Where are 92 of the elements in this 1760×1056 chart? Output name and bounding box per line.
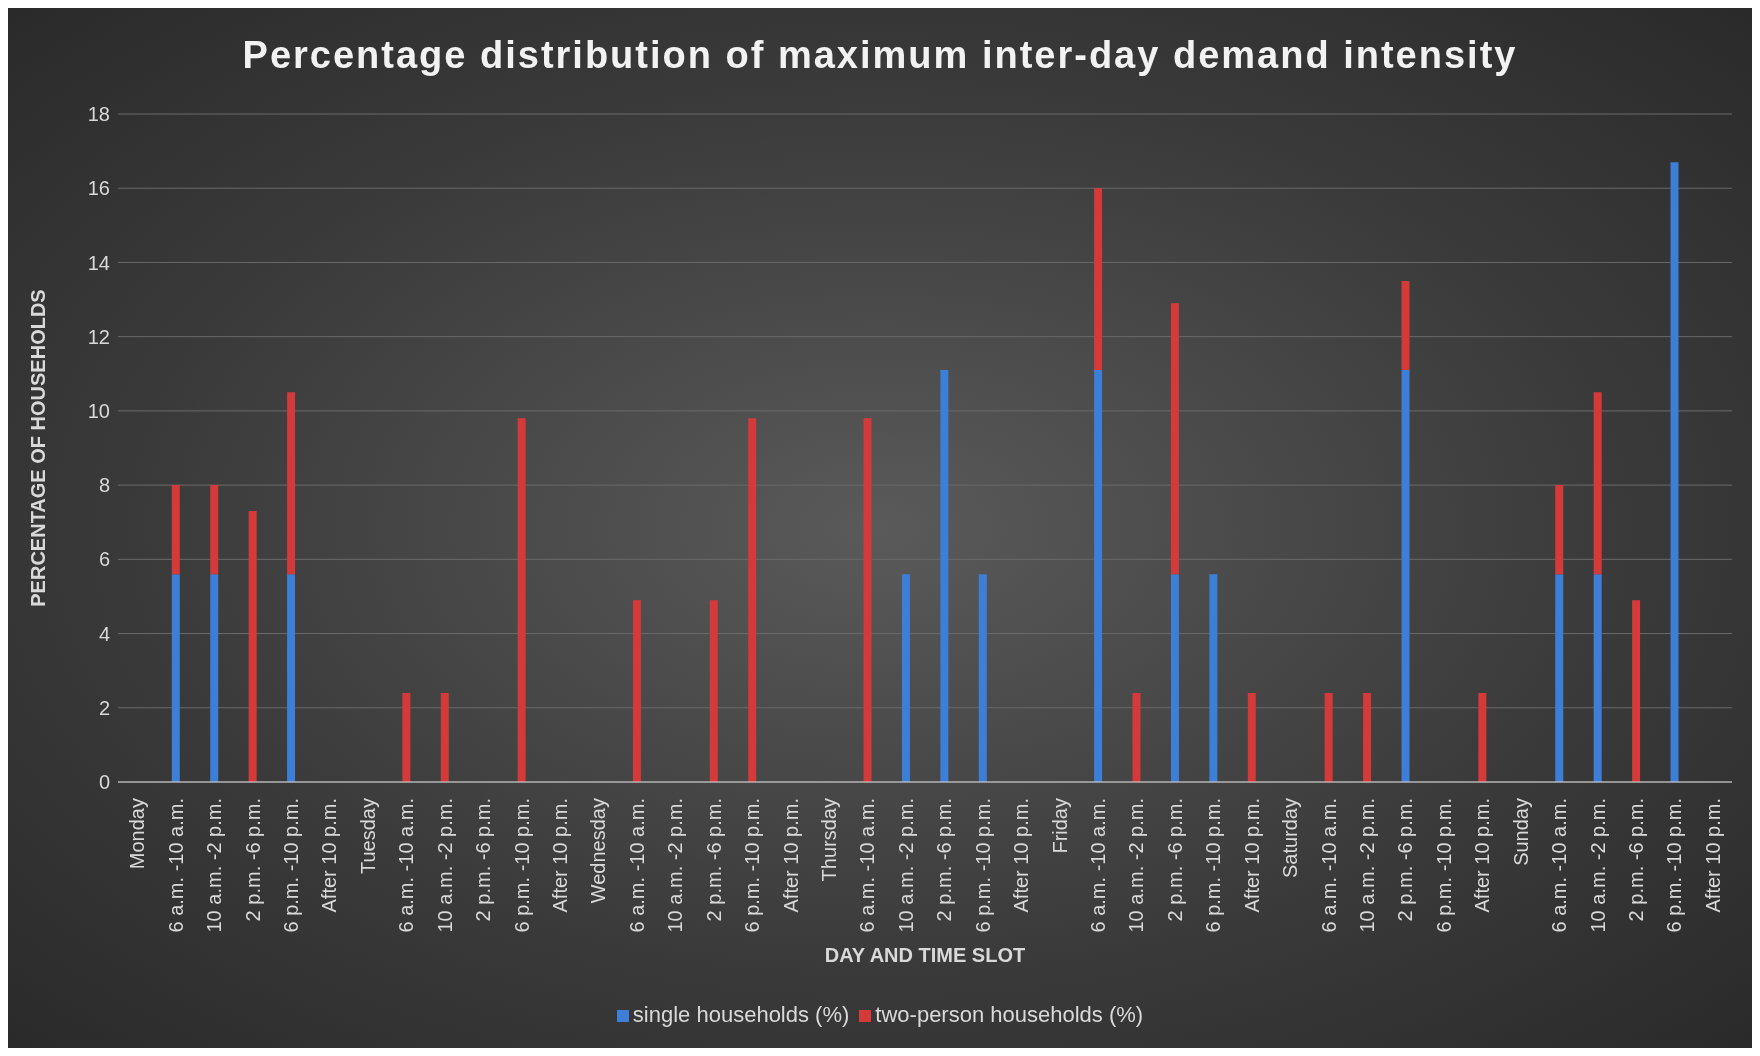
bar [863,418,872,782]
x-tick-label: 6 a.m. -10 a.m. [625,798,648,933]
x-tick-label: 6 a.m. -10 a.m. [164,798,187,933]
x-tick-label: 2 p.m. -6 p.m. [1394,798,1417,922]
y-tick-label: 18 [87,103,110,126]
bar [402,692,411,782]
x-tick-label: Tuesday [356,798,379,874]
x-tick-label: After 10 p.m. [318,798,341,913]
y-tick-label: 12 [87,325,110,348]
x-tick-label: 10 a.m. -2 p.m. [664,798,687,933]
x-tick-label: 10 a.m. -2 p.m. [1586,798,1609,933]
y-tick-label: 4 [98,622,110,645]
x-tick-label: After 10 p.m. [779,798,802,913]
bar [287,392,296,575]
y-tick-label: 14 [87,251,110,274]
bar [1170,303,1179,575]
x-tick-label: 10 a.m. -2 p.m. [433,798,456,933]
x-tick-label: 6 p.m. -10 p.m. [279,798,302,933]
y-axis-title: PERCENTAGE OF HOUSEHOLDS [27,289,50,607]
bar [748,418,757,782]
x-tick-label: 6 a.m. -10 a.m. [1317,798,1340,933]
x-tick-label: 2 p.m. -6 p.m. [702,798,725,922]
x-tick-label: 10 a.m. -2 p.m. [1355,798,1378,933]
x-tick-label: 6 p.m. -10 p.m. [1432,798,1455,933]
x-tick-label: After 10 p.m. [1701,798,1724,913]
y-tick-label: 10 [87,399,110,422]
x-tick-label: 6 p.m. -10 p.m. [1202,798,1225,933]
x-tick-label: Friday [1048,798,1071,854]
bar [1094,370,1103,782]
bar [517,418,526,782]
x-tick-label: 2 p.m. -6 p.m. [241,798,264,922]
bar [210,574,219,782]
x-tick-label: 6 p.m. -10 p.m. [1663,798,1686,933]
x-axis-title: DAY AND TIME SLOT [824,944,1026,966]
x-tick-label: 6 a.m. -10 a.m. [1548,798,1571,933]
bar [632,600,641,782]
bar [171,485,180,575]
x-tick-label: After 10 p.m. [1010,798,1033,913]
bar [171,574,180,782]
x-tick-label: 2 p.m. -6 p.m. [472,798,495,922]
y-tick-label: 16 [87,177,110,200]
bar [1555,485,1564,575]
x-tick-label: 10 a.m. -2 p.m. [894,798,917,933]
bar [287,574,296,782]
bar [1094,188,1103,371]
bar [1401,370,1410,782]
bar [1170,574,1179,782]
x-tick-label: After 10 p.m. [1471,798,1494,913]
bar [1670,162,1679,782]
x-tick-label: 2 p.m. -6 p.m. [933,798,956,922]
bar [1132,692,1141,782]
bar [1478,692,1487,782]
x-tick-label: Saturday [1279,798,1302,879]
bar [978,574,987,782]
bar [1247,692,1256,782]
legend-label: two-person households (%) [875,1002,1144,1027]
x-tick-label: After 10 p.m. [1240,798,1263,913]
y-tick-label: 8 [98,474,110,497]
x-tick-label: Wednesday [587,798,610,904]
bar [248,511,257,782]
bar [1401,281,1410,371]
x-tick-label: Monday [126,798,149,870]
y-tick-label: 0 [98,771,110,794]
x-tick-label: After 10 p.m. [548,798,571,913]
x-tick-label: 6 a.m. -10 a.m. [1086,798,1109,933]
x-tick-label: 6 p.m. -10 p.m. [510,798,533,933]
x-tick-label: Sunday [1509,798,1532,866]
x-tick-label: 6 p.m. -10 p.m. [741,798,764,933]
x-tick-label: 2 p.m. -6 p.m. [1163,798,1186,922]
x-tick-label: 6 a.m. -10 a.m. [856,798,879,933]
bar [901,574,910,782]
bar [709,600,718,782]
y-tick-label: 2 [98,696,110,719]
bar [440,692,449,782]
y-tick-label: 6 [98,548,110,571]
bar [1324,692,1333,782]
legend-label: single households (%) [632,1002,850,1027]
bar [1555,574,1564,782]
x-tick-label: 6 a.m. -10 a.m. [395,798,418,933]
x-tick-label: Thursday [817,798,840,882]
x-tick-label: 6 p.m. -10 p.m. [971,798,994,933]
bar [1363,692,1372,782]
x-tick-label: 2 p.m. -6 p.m. [1624,798,1647,922]
bar [1593,392,1602,575]
chart-title: Percentage distribution of maximum inter-day demand intensity [241,33,1519,78]
bar [210,485,219,575]
x-tick-label: 10 a.m. -2 p.m. [1125,798,1148,933]
bar [1632,600,1641,782]
bar [1593,574,1602,782]
bar [1209,574,1218,782]
bar [940,370,949,782]
x-tick-label: 10 a.m. -2 p.m. [203,798,226,933]
